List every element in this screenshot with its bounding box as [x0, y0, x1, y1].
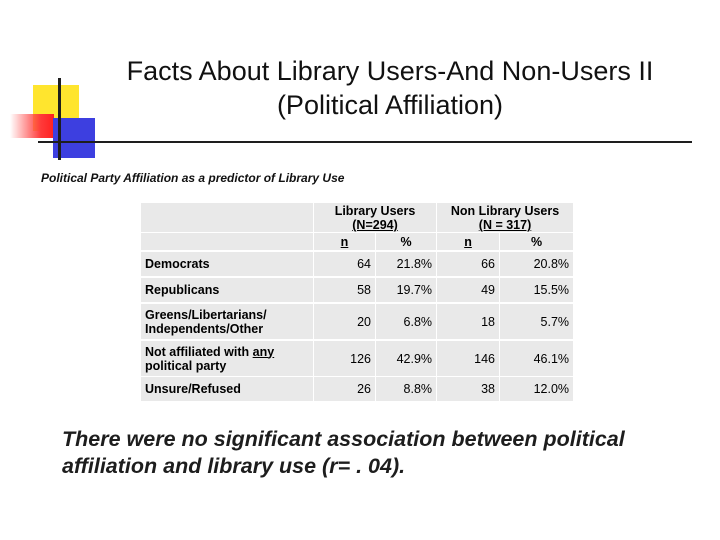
decorative-red-bar — [10, 114, 54, 138]
cell-value: 64 — [313, 250, 376, 278]
row-label: Not affiliated with any political party — [140, 339, 314, 377]
cell-value: 15.5% — [499, 276, 575, 304]
cell-value: 42.9% — [374, 339, 438, 377]
title-underline — [38, 141, 692, 143]
subheader-pct: % — [499, 232, 575, 252]
table-row: Greens/Libertarians/ Independents/Other … — [140, 302, 575, 341]
cell-value: 126 — [313, 339, 376, 377]
cell-value: 18 — [436, 302, 501, 341]
cell-value: 19.7% — [374, 276, 438, 304]
library-users-n: (N=294) — [352, 218, 398, 232]
row-label-line2: Independents/Other — [145, 321, 264, 336]
row-label-emphasis: any — [252, 344, 275, 359]
non-library-users-n: (N = 317) — [478, 218, 532, 232]
slide-title-line1: Facts About Library Users-And Non-Users … — [126, 56, 654, 86]
cell-value: 66 — [436, 250, 501, 278]
row-label-text: Not affiliated with — [145, 344, 253, 359]
table-subheader-row: n % n % — [140, 232, 575, 252]
non-library-users-label: Non Library Users — [450, 204, 560, 218]
subheader-corner — [140, 232, 314, 252]
cell-value: 46.1% — [499, 339, 575, 377]
cell-value: 146 — [436, 339, 501, 377]
subheader-pct: % — [374, 232, 438, 252]
row-label-line1: Not affiliated with any — [145, 345, 309, 359]
decorative-vertical-line — [58, 78, 61, 160]
subheader-n: n — [436, 232, 501, 252]
cell-value: 49 — [436, 276, 501, 304]
table-row: Unsure/Refused 26 8.8% 38 12.0% — [140, 376, 575, 402]
cell-value: 5.7% — [499, 302, 575, 341]
table-row: Not affiliated with any political party … — [140, 339, 575, 377]
slide-title: Facts About Library Users-And Non-Users … — [70, 54, 710, 122]
table-header-row: Library Users (N=294) Non Library Users … — [140, 202, 575, 233]
row-label-line2: political party — [145, 358, 227, 373]
affiliation-table: Library Users (N=294) Non Library Users … — [140, 202, 575, 402]
conclusion-text: There were no significant association be… — [62, 427, 625, 478]
subheader-n: n — [313, 232, 376, 252]
cell-value: 20 — [313, 302, 376, 341]
cell-value: 38 — [436, 376, 501, 402]
row-label: Democrats — [140, 250, 314, 278]
library-users-header: Library Users (N=294) — [312, 202, 438, 233]
table-row: Democrats 64 21.8% 66 20.8% — [140, 250, 575, 278]
cell-value: 58 — [313, 276, 376, 304]
cell-value: 8.8% — [374, 376, 438, 402]
table-caption: Political Party Affiliation as a predict… — [41, 171, 345, 185]
row-label: Greens/Libertarians/ Independents/Other — [140, 302, 314, 341]
non-library-users-header: Non Library Users (N = 317) — [436, 202, 575, 233]
cell-value: 12.0% — [499, 376, 575, 402]
slide-title-line2: (Political Affiliation) — [276, 90, 504, 120]
row-label: Republicans — [140, 276, 314, 304]
row-label-line1: Greens/Libertarians/ — [145, 307, 267, 322]
cell-value: 20.8% — [499, 250, 575, 278]
library-users-label: Library Users — [334, 204, 416, 218]
row-label: Unsure/Refused — [140, 376, 314, 402]
table-row: Republicans 58 19.7% 49 15.5% — [140, 276, 575, 304]
cell-value: 21.8% — [374, 250, 438, 278]
cell-value: 6.8% — [374, 302, 438, 341]
cell-value: 26 — [313, 376, 376, 402]
header-corner — [140, 202, 314, 233]
